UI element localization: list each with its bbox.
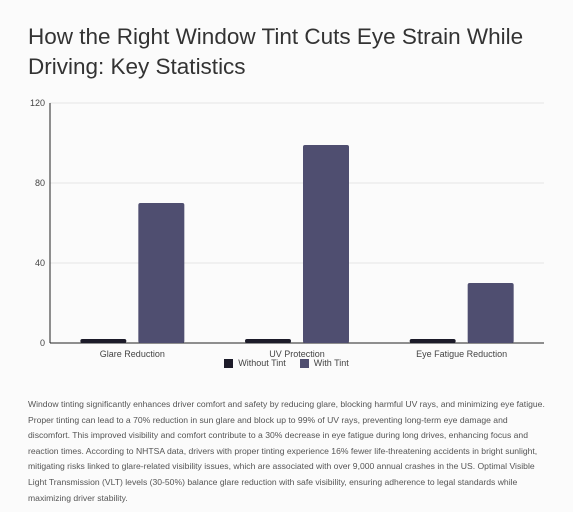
bar-chart: 0 40 80 120 Glare Reduction UV Protection Eye … [30,98,544,359]
bar-without-tint [245,339,291,343]
bar-without-tint [409,339,456,343]
x-tick-label: Eye Fatigue Reduction [416,349,507,359]
legend-swatch-without-tint [224,358,234,368]
legend-label-with-tint: With Tint [313,358,349,368]
bar-with-tint [467,283,514,343]
legend-item-without-tint[interactable]: Without Tint [224,358,286,368]
bar-with-tint [138,203,185,343]
chart-title: How the Right Window Tint Cuts Eye Strai… [28,24,524,79]
y-tick-label: 120 [30,98,45,108]
bar-without-tint [80,339,127,343]
legend-label-without-tint: Without Tint [238,358,286,368]
chart-legend: Without Tint With Tint [0,358,573,368]
y-tick-label: 0 [40,338,45,348]
x-tick-label: UV Protection [269,349,325,359]
legend-item-with-tint[interactable]: With Tint [299,358,349,368]
y-tick-label: 40 [35,258,45,268]
x-tick-label: Glare Reduction [100,349,165,359]
y-tick-label: 80 [35,178,45,188]
bar-with-tint [303,145,349,343]
chart-description: Window tinting significantly enhances dr… [28,399,545,503]
legend-swatch-with-tint [299,358,309,368]
